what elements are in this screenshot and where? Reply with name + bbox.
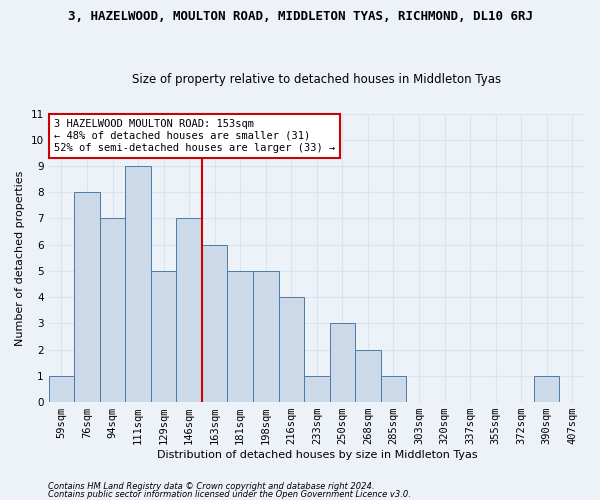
Bar (202, 244, 227, 402)
Bar (227, 271, 253, 402)
Y-axis label: Number of detached properties: Number of detached properties (15, 170, 25, 346)
Bar (49, 376, 74, 402)
Bar (176, 218, 202, 402)
Bar (151, 271, 176, 402)
Text: 3, HAZELWOOD, MOULTON ROAD, MIDDLETON TYAS, RICHMOND, DL10 6RJ: 3, HAZELWOOD, MOULTON ROAD, MIDDLETON TY… (67, 10, 533, 23)
Bar (380, 376, 406, 402)
Text: 3 HAZELWOOD MOULTON ROAD: 153sqm
← 48% of detached houses are smaller (31)
52% o: 3 HAZELWOOD MOULTON ROAD: 153sqm ← 48% o… (54, 120, 335, 152)
Text: Contains public sector information licensed under the Open Government Licence v3: Contains public sector information licen… (48, 490, 411, 499)
Bar (534, 376, 559, 402)
Bar (278, 297, 304, 402)
Title: Size of property relative to detached houses in Middleton Tyas: Size of property relative to detached ho… (132, 73, 502, 86)
Bar (74, 192, 100, 402)
Bar (304, 376, 329, 402)
Bar (329, 324, 355, 402)
X-axis label: Distribution of detached houses by size in Middleton Tyas: Distribution of detached houses by size … (157, 450, 477, 460)
Text: Contains HM Land Registry data © Crown copyright and database right 2024.: Contains HM Land Registry data © Crown c… (48, 482, 374, 491)
Bar (125, 166, 151, 402)
Bar (253, 271, 278, 402)
Bar (355, 350, 380, 402)
Bar (100, 218, 125, 402)
